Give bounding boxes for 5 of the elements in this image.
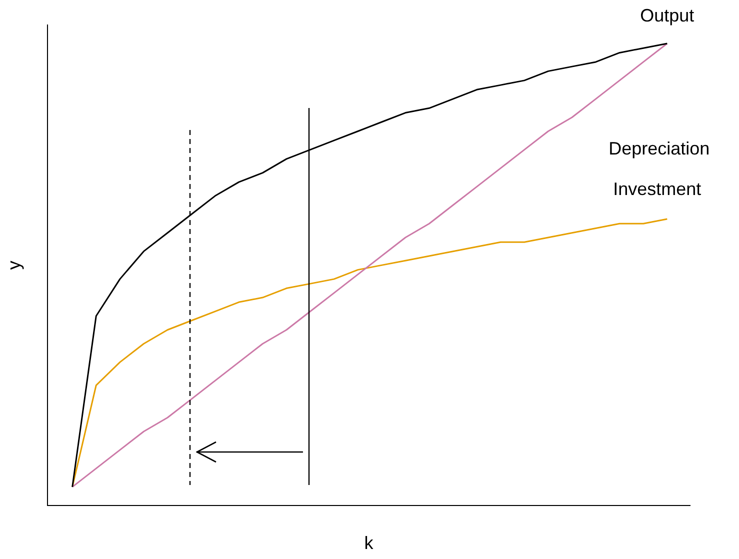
text: Depreciation: [608, 138, 710, 158]
y-axis-title: y: [4, 260, 24, 270]
series-label: Output: [640, 5, 694, 26]
series-label: Investment: [613, 179, 702, 200]
x-axis-title: k: [364, 533, 374, 554]
